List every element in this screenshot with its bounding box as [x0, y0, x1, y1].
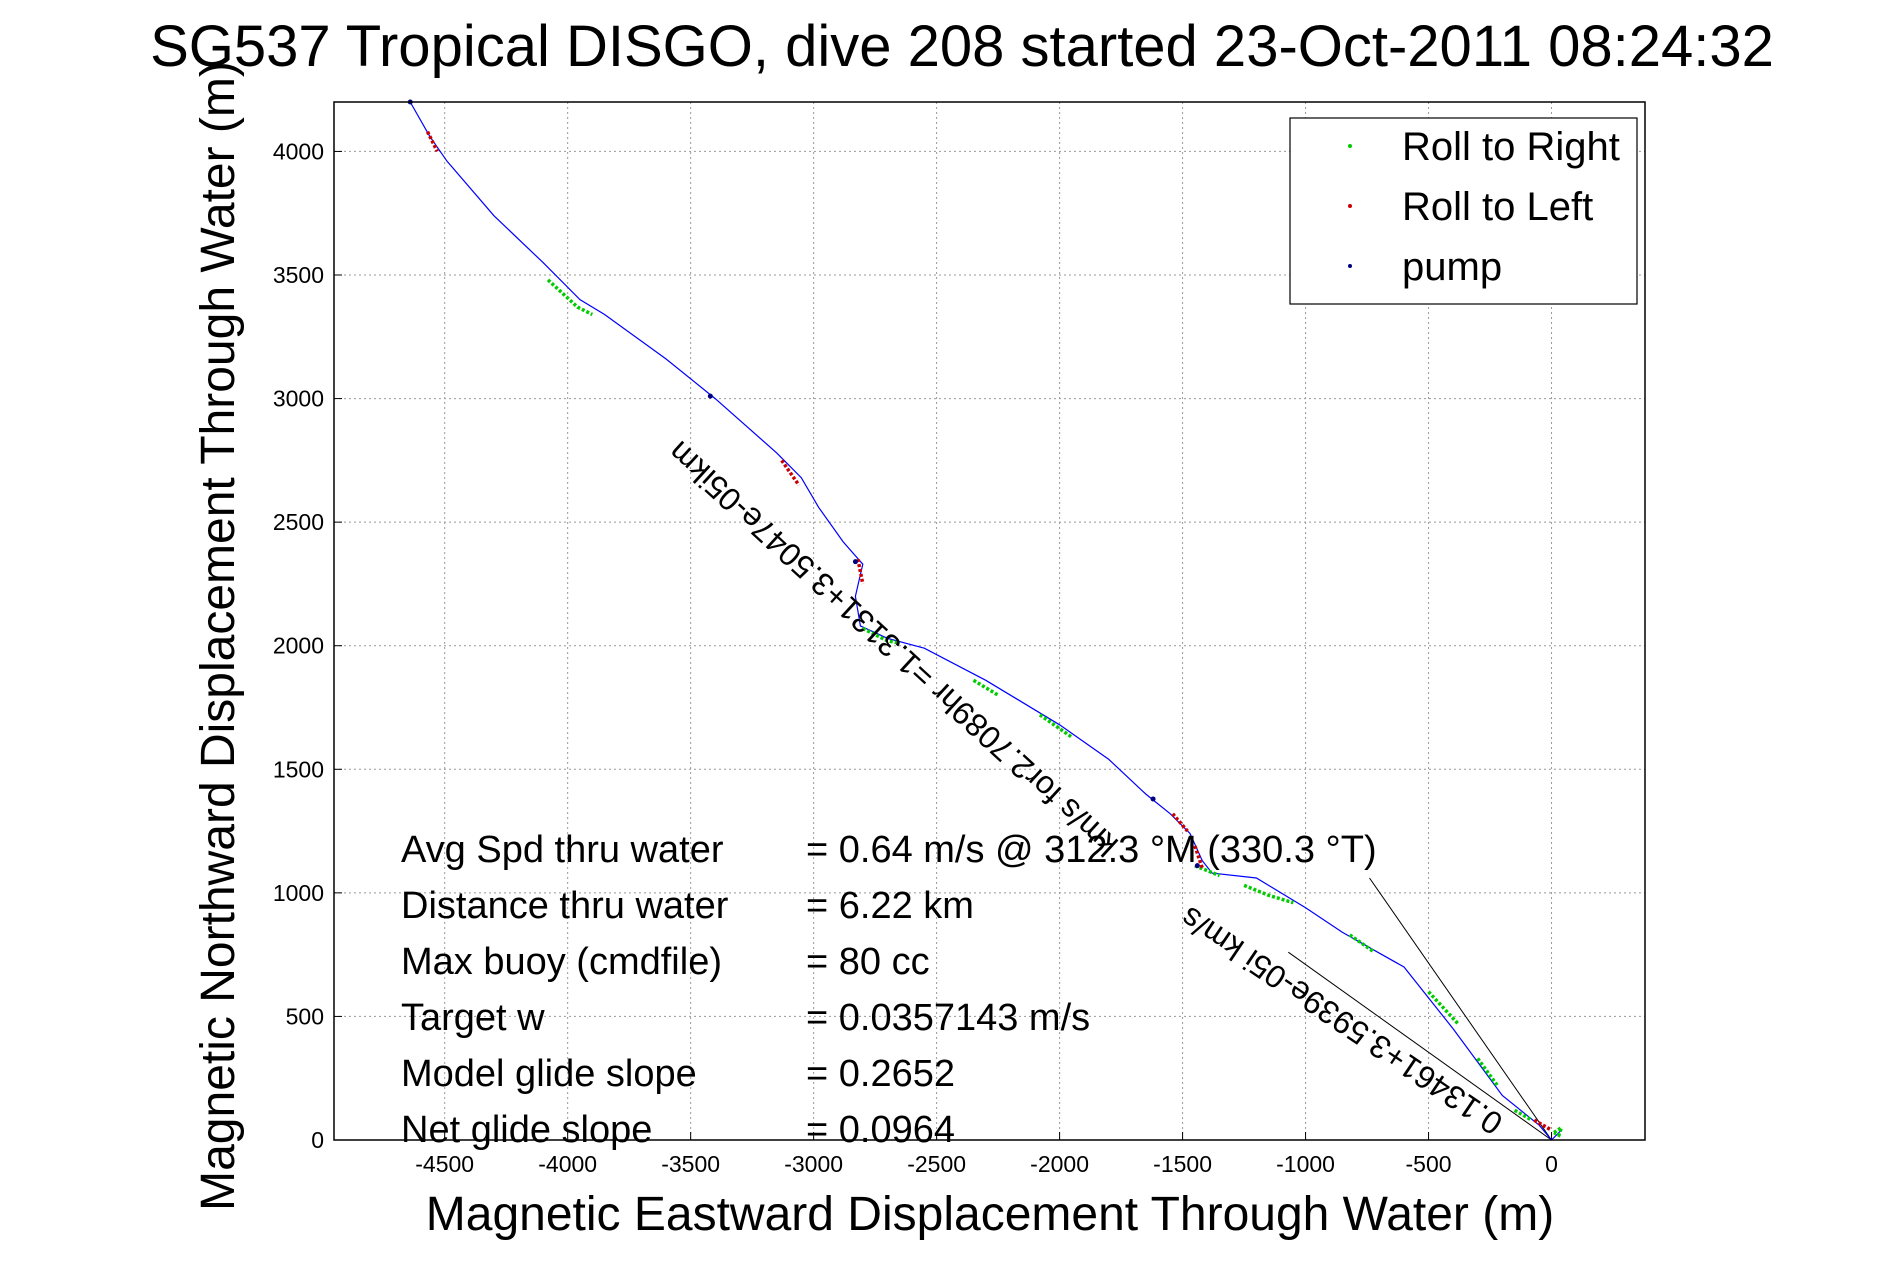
roll-left-segment [1533, 1118, 1553, 1132]
pump-point [1194, 863, 1200, 869]
rotated-annotation: 0.13461+3.5939e-05i km/s [1174, 900, 1509, 1142]
legend-marker [1348, 144, 1352, 148]
grid [334, 102, 1645, 1141]
stat-label: Avg Spd thru water [401, 829, 724, 871]
x-tick-label: -500 [1406, 1151, 1452, 1177]
current-line [1288, 951, 1552, 1141]
legend-label: Roll to Right [1402, 125, 1620, 169]
plot-frame [333, 101, 1646, 1141]
stat-label: Max buoy (cmdfile) [401, 941, 722, 983]
rotated-annotation: km/s for2.7089hr =1.3131+3.5047e-05ikm [661, 434, 1125, 863]
x-tick-label: -2000 [1030, 1151, 1089, 1177]
y-tick-label: 3000 [273, 386, 324, 412]
y-tick-label: 4000 [273, 138, 324, 164]
stat-label: Model glide slope [401, 1053, 697, 1095]
series [407, 99, 1565, 1141]
x-tick-label: -4000 [538, 1151, 597, 1177]
y-tick-label: 3500 [273, 262, 324, 288]
y-tick-label: 2000 [273, 633, 324, 659]
legend-marker [1348, 204, 1352, 208]
legend: Roll to Right Roll to Left pump [1289, 117, 1638, 305]
legend-marker [1348, 264, 1352, 268]
current-line [1369, 877, 1552, 1141]
roll-right-segment [1513, 1108, 1533, 1122]
stat-label: Distance thru water [401, 885, 729, 927]
x-tick-label: -3500 [661, 1151, 720, 1177]
stat-value: = 0.0357143 m/s [806, 997, 1090, 1039]
roll-right-segment [1038, 713, 1073, 739]
roll-right-segment [972, 678, 1000, 697]
y-tick-label: 1500 [273, 756, 324, 782]
pump-point [852, 559, 858, 565]
roll-right-segment [1553, 1123, 1565, 1138]
stat-value: = 0.0964 [806, 1109, 955, 1151]
roll-right-segment [1476, 1057, 1499, 1087]
roll-left-segment [1193, 845, 1204, 869]
x-tick-label: -1500 [1153, 1151, 1212, 1177]
roll-left-segment [856, 558, 865, 585]
pump-point [707, 393, 713, 399]
legend-box [1289, 117, 1638, 305]
roll-left-segment [1171, 812, 1189, 833]
stat-label: Target w [401, 997, 545, 1039]
roll-right-segment [1243, 883, 1294, 905]
x-tick-label: -4500 [415, 1151, 474, 1177]
x-axis-label: Magnetic Eastward Displacement Through W… [426, 1188, 1554, 1241]
pump-point [1150, 796, 1156, 802]
stat-value: = 0.2652 [806, 1053, 955, 1095]
x-tick-label: 0 [1545, 1151, 1558, 1177]
roll-left-segment [425, 130, 439, 153]
chart-title: SG537 Tropical DISGO, dive 208 started 2… [150, 14, 1774, 79]
x-tick-label: -1000 [1276, 1151, 1335, 1177]
legend-label: Roll to Left [1402, 185, 1593, 229]
roll-right-segment [1194, 864, 1221, 878]
x-tick-label: -2500 [907, 1151, 966, 1177]
roll-left-segment [780, 459, 801, 487]
y-axis-label: Magnetic Northward Displacement Through … [192, 61, 245, 1211]
y-ticks: 0 500 1000 1500 2000 2500 3000 3500 4000 [273, 138, 342, 1153]
roll-right-segment [1427, 990, 1460, 1025]
x-tick-label: -3000 [784, 1151, 843, 1177]
y-tick-label: 2500 [273, 509, 324, 535]
roll-right-segment [546, 278, 594, 317]
stat-value: = 80 cc [806, 941, 930, 983]
x-ticks: -4500 -4000 -3500 -3000 -2500 -2000 -1500 -1000… [415, 1132, 1558, 1177]
stat-value: = 0.64 m/s @ 312.3 °M (330.3 °T) [806, 829, 1377, 871]
stats-block: Avg Spd thru water = 0.64 m/s @ 312.3 °M … [401, 829, 1377, 1151]
y-tick-label: 500 [286, 1003, 324, 1029]
stat-value: = 6.22 km [806, 885, 974, 927]
roll-right-segment [1348, 933, 1376, 954]
y-tick-label: 0 [311, 1127, 324, 1153]
y-tick-label: 1000 [273, 880, 324, 906]
stat-label: Net glide slope [401, 1109, 652, 1151]
legend-label: pump [1402, 245, 1502, 289]
roll-right-segment [862, 626, 901, 645]
